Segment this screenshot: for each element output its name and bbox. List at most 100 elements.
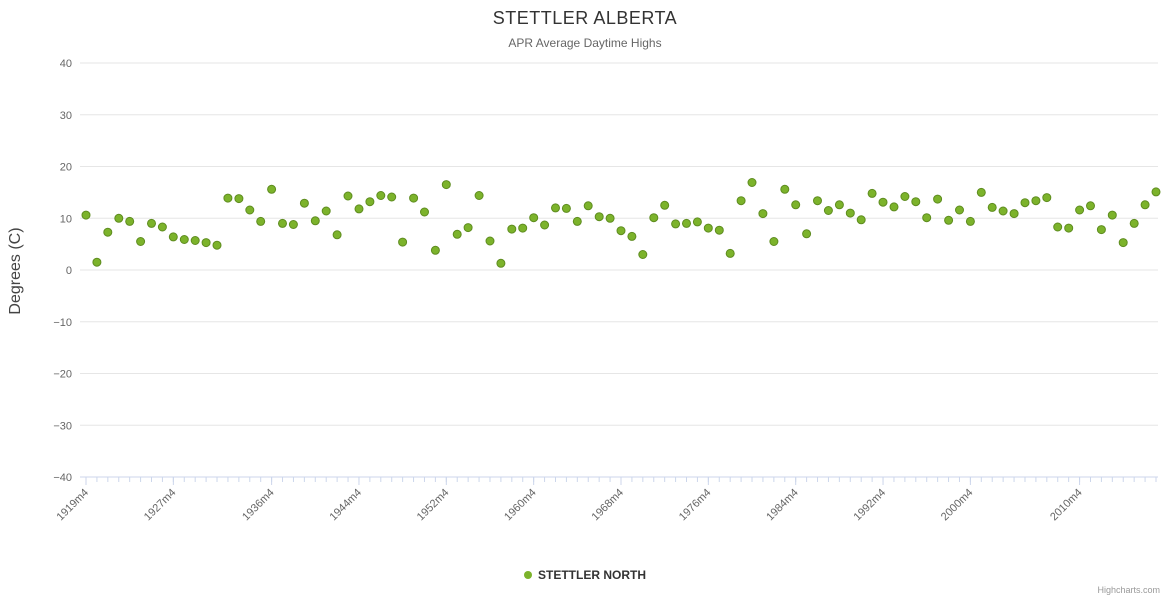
data-point[interactable] [81, 210, 91, 220]
data-point[interactable] [1118, 238, 1128, 248]
data-point[interactable] [474, 191, 484, 200]
data-point[interactable] [190, 236, 200, 245]
data-point[interactable] [507, 224, 517, 234]
data-point[interactable] [1151, 187, 1161, 197]
data-point[interactable] [594, 212, 604, 222]
data-point[interactable] [518, 223, 528, 233]
data-point[interactable] [823, 206, 833, 215]
data-point[interactable] [889, 202, 899, 212]
data-point[interactable] [791, 200, 801, 210]
data-point[interactable] [845, 208, 855, 218]
data-point[interactable] [343, 191, 353, 201]
data-point[interactable] [780, 184, 790, 194]
data-point[interactable] [529, 213, 539, 223]
data-point[interactable] [485, 236, 495, 246]
data-point[interactable] [267, 184, 277, 194]
data-point[interactable] [944, 215, 954, 225]
data-point[interactable] [299, 198, 309, 208]
data-point[interactable] [1031, 196, 1041, 206]
data-point[interactable] [1096, 225, 1106, 235]
data-point[interactable] [714, 225, 724, 235]
data-point[interactable] [769, 237, 779, 246]
data-point[interactable] [332, 230, 342, 240]
data-point[interactable] [1020, 198, 1030, 208]
data-point[interactable] [616, 226, 626, 236]
data-point[interactable] [682, 218, 691, 228]
data-point[interactable] [387, 192, 397, 202]
data-point[interactable] [1107, 210, 1117, 220]
data-point[interactable] [900, 192, 910, 201]
data-point[interactable] [703, 223, 713, 233]
data-point[interactable] [561, 203, 571, 213]
data-point[interactable] [310, 216, 320, 226]
data-point[interactable] [201, 238, 211, 248]
data-point[interactable] [278, 218, 287, 228]
data-point[interactable] [430, 245, 440, 255]
data-point[interactable] [1064, 223, 1074, 233]
data-point[interactable] [834, 200, 844, 210]
data-point[interactable] [452, 229, 462, 239]
data-point[interactable] [933, 194, 943, 204]
data-point[interactable] [911, 197, 921, 207]
data-point[interactable] [976, 187, 986, 197]
data-point[interactable] [463, 223, 473, 233]
data-point[interactable] [1075, 205, 1085, 215]
data-point[interactable] [551, 203, 560, 213]
data-point[interactable] [125, 216, 135, 226]
data-point[interactable] [168, 232, 178, 242]
data-point[interactable] [649, 213, 659, 223]
legend[interactable]: STETTLER NORTH [0, 568, 1170, 582]
data-point[interactable] [583, 201, 593, 211]
data-point[interactable] [354, 204, 364, 214]
data-point[interactable] [638, 250, 648, 259]
data-point[interactable] [758, 209, 768, 219]
data-point[interactable] [321, 206, 331, 216]
data-point[interactable] [1129, 218, 1139, 228]
data-point[interactable] [245, 205, 255, 215]
data-point[interactable] [365, 197, 375, 207]
data-point[interactable] [627, 231, 637, 241]
data-point[interactable] [1086, 201, 1095, 211]
data-point[interactable] [660, 200, 670, 210]
data-point[interactable] [103, 227, 113, 237]
data-point[interactable] [671, 219, 681, 229]
data-point[interactable] [114, 213, 124, 223]
data-point[interactable] [441, 180, 451, 190]
data-point[interactable] [157, 222, 167, 232]
data-point[interactable] [136, 237, 146, 246]
highcharts-credits[interactable]: Highcharts.com [1097, 585, 1160, 595]
data-point[interactable] [409, 193, 419, 203]
data-point[interactable] [256, 216, 266, 226]
data-point[interactable] [212, 240, 222, 250]
data-point[interactable] [496, 258, 506, 268]
data-point[interactable] [234, 194, 244, 204]
data-point[interactable] [878, 197, 888, 207]
data-point[interactable] [376, 191, 386, 200]
data-point[interactable] [1053, 222, 1063, 232]
data-point[interactable] [605, 213, 615, 223]
data-point[interactable] [1009, 209, 1019, 219]
data-point[interactable] [92, 257, 102, 267]
data-point[interactable] [147, 218, 156, 228]
data-point[interactable] [802, 229, 812, 239]
data-point[interactable] [747, 178, 757, 187]
data-point[interactable] [813, 196, 822, 206]
data-point[interactable] [955, 205, 964, 215]
data-point[interactable] [867, 188, 877, 198]
data-point[interactable] [398, 237, 408, 247]
data-point[interactable] [965, 216, 975, 226]
data-point[interactable] [572, 216, 582, 226]
data-point[interactable] [692, 217, 702, 227]
data-point[interactable] [420, 207, 429, 217]
data-point[interactable] [540, 220, 550, 230]
data-point[interactable] [998, 206, 1008, 216]
data-point[interactable] [725, 248, 735, 258]
data-point[interactable] [1140, 200, 1150, 210]
data-point[interactable] [922, 213, 932, 223]
data-point[interactable] [288, 220, 298, 229]
data-point[interactable] [736, 196, 746, 206]
data-point[interactable] [179, 235, 189, 244]
data-point[interactable] [1042, 193, 1052, 203]
data-point[interactable] [987, 202, 997, 212]
data-point[interactable] [223, 193, 233, 203]
